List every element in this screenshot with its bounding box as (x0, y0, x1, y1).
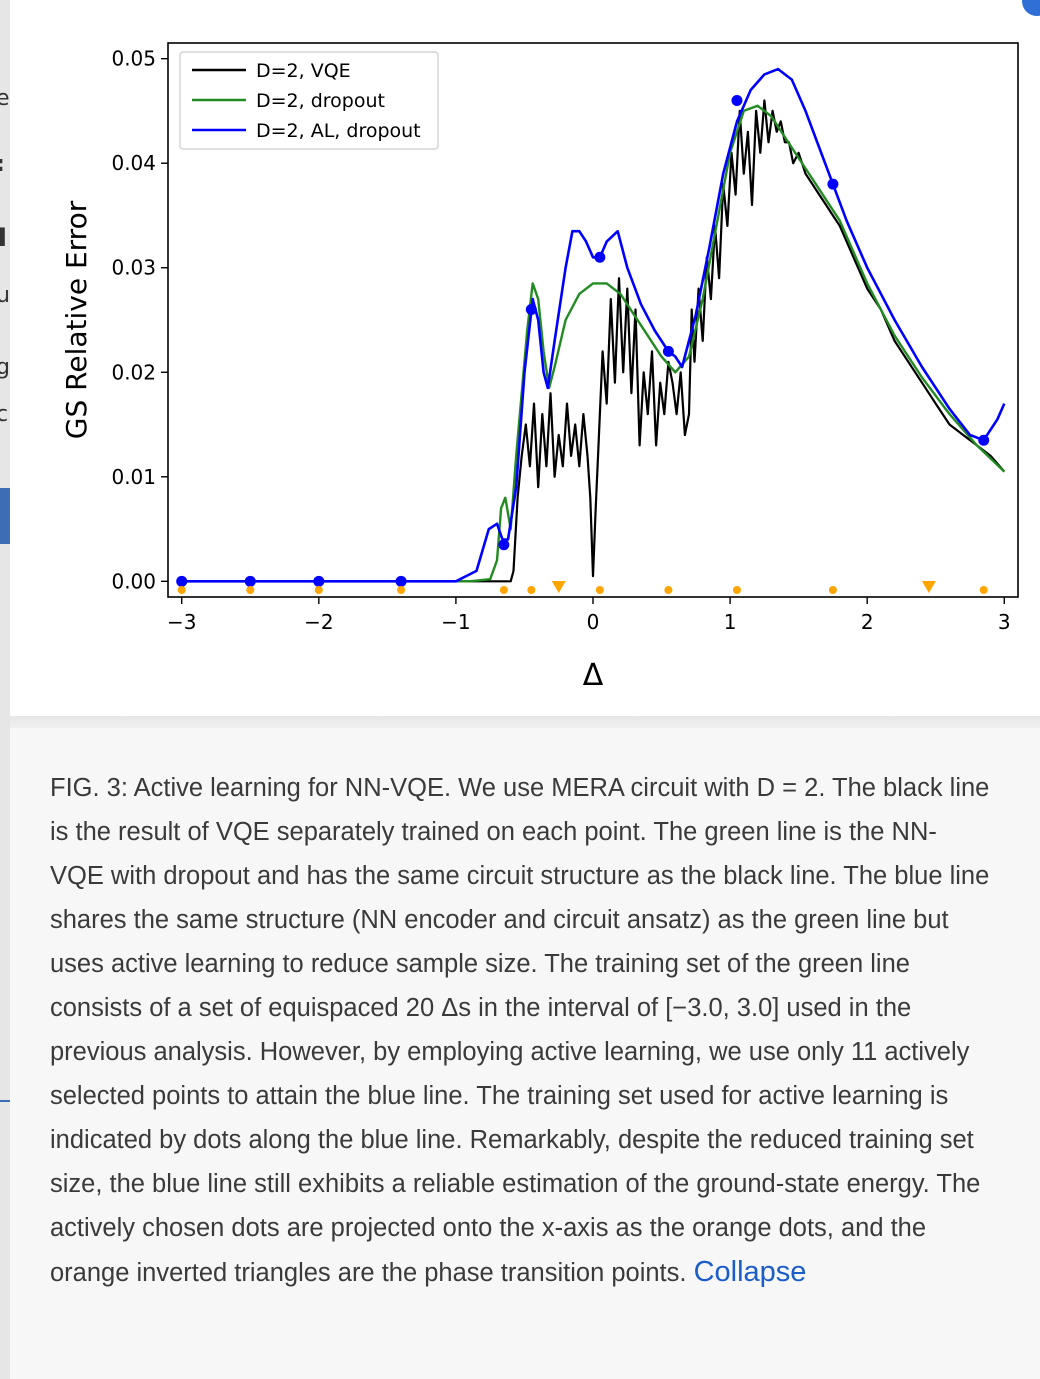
training-point (313, 575, 325, 587)
background-nav-bar (0, 488, 10, 544)
background-text-fragment: e (0, 86, 10, 111)
x-axis-label: Δ (583, 658, 604, 693)
transition-marker (551, 581, 566, 593)
background-text-fragment: c (0, 402, 9, 427)
projected-point (979, 586, 988, 594)
background-text-fragment: u (0, 283, 10, 308)
training-point (731, 94, 743, 106)
vqe-line (181, 99, 1006, 583)
training-point (176, 575, 188, 587)
projected-point (595, 586, 604, 594)
x-tick-label: 2 (861, 610, 874, 634)
y-axis-label: GS Relative Error (60, 200, 93, 439)
projected-point (246, 586, 255, 594)
projected-point (499, 586, 508, 594)
background-text-fragment: g (0, 355, 10, 380)
y-tick-label: 0.03 (111, 256, 156, 280)
transition-marker (921, 581, 936, 593)
legend-label: D=2, AL, dropout (256, 120, 421, 142)
x-tick-label: 1 (724, 610, 737, 634)
y-tick-label: 0.02 (111, 360, 156, 384)
al-dropout-line (181, 67, 1006, 583)
legend: D=2, VQE D=2, dropout D=2, AL, dropout (179, 51, 439, 150)
training-point (662, 345, 674, 357)
training-point (525, 304, 537, 316)
x-tick-label: 3 (998, 610, 1011, 634)
x-tick-label: 0 (587, 610, 600, 634)
training-point (594, 251, 606, 263)
chart: −3 −2 −1 0 1 2 3 0.00 0.01 0.02 0.03 0.04 0.05 Δ GS Re… (60, 42, 1019, 693)
x-tick-label: −2 (304, 610, 333, 634)
legend-label: D=2, VQE (256, 60, 351, 82)
dropout-line (181, 104, 1006, 583)
caption-panel: FIG. 3: Active learning for NN-VQE. We u… (10, 728, 1040, 1379)
background-text-fragment: : (0, 152, 5, 177)
projected-point (527, 586, 536, 594)
x-tick-label: −1 (441, 610, 470, 634)
projected-point (397, 586, 406, 594)
collapse-link[interactable]: Collapse (693, 1256, 807, 1288)
background-text-fragment: ı (0, 215, 8, 255)
corner-badge (1022, 0, 1040, 16)
projected-point (732, 586, 741, 594)
projected-point (828, 586, 837, 594)
x-tick-label: −3 (167, 610, 196, 634)
legend-label: D=2, dropout (256, 90, 385, 112)
training-point (498, 539, 510, 551)
y-tick-label: 0.01 (111, 465, 156, 489)
background-divider (0, 1100, 10, 1102)
projected-point (664, 586, 673, 594)
panel-shadow (10, 716, 1040, 730)
caption-text: FIG. 3: Active learning for NN-VQE. We u… (50, 774, 990, 1287)
y-tick-label: 0.00 (111, 569, 156, 593)
projected-point (314, 586, 323, 594)
training-point (395, 575, 407, 587)
background-page-strip: e : ı u g c (0, 0, 10, 1379)
y-tick-label: 0.04 (111, 151, 156, 175)
legend-box (179, 51, 439, 150)
training-point (978, 434, 990, 446)
figure-caption: FIG. 3: Active learning for NN-VQE. We u… (50, 766, 990, 1295)
training-point (244, 575, 256, 587)
figure-panel: −3 −2 −1 0 1 2 3 0.00 0.01 0.02 0.03 0.04 0.05 Δ GS Re… (10, 0, 1040, 722)
training-point (827, 178, 839, 190)
projected-point (177, 586, 186, 594)
y-tick-label: 0.05 (111, 47, 156, 71)
